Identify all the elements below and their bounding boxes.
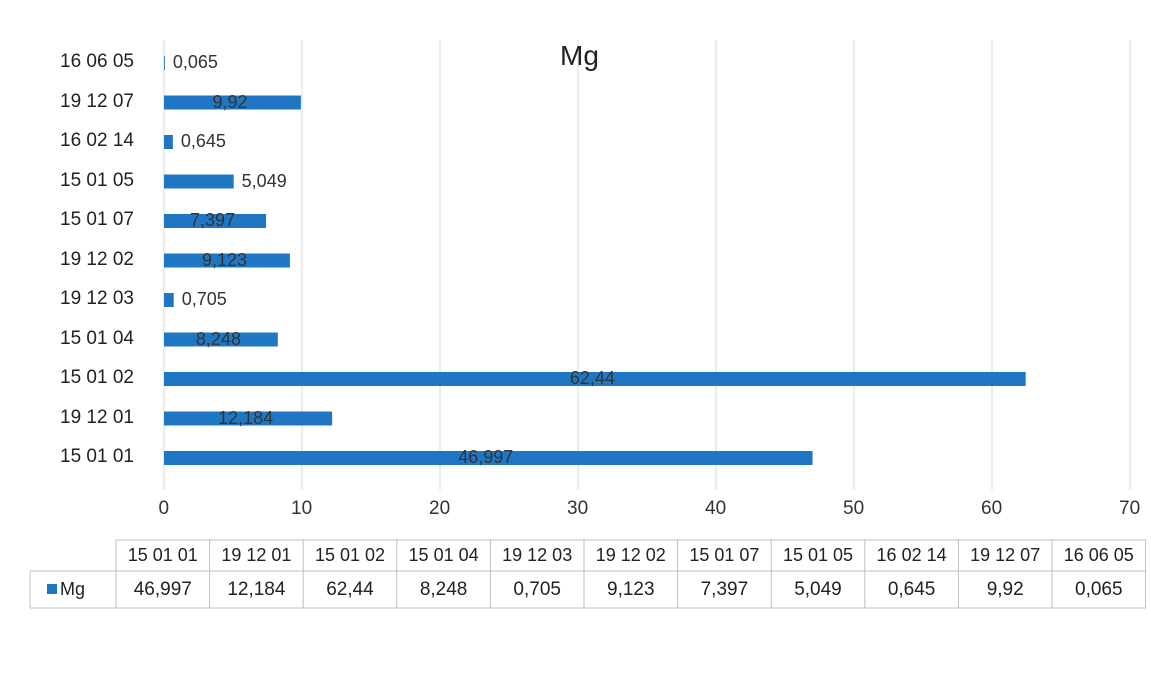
table-header-cell: 15 01 04: [408, 545, 479, 565]
data-label: 46,997: [458, 447, 514, 467]
bar-15-01-05: [164, 174, 234, 189]
y-category-label: 19 12 02: [60, 248, 134, 270]
x-tick-label-40: 40: [705, 498, 727, 519]
x-tick-label-60: 60: [981, 498, 1003, 519]
y-category-label: 15 01 01: [60, 446, 134, 467]
table-header-cell: 19 12 01: [221, 545, 292, 565]
data-label: 0,065: [172, 52, 218, 72]
x-tick-label-20: 20: [429, 498, 451, 519]
table-header-cell: 15 01 05: [782, 545, 854, 565]
data-label: 5,049: [241, 170, 287, 191]
bar-16-06-05: [164, 56, 165, 70]
bar-15-01-04: [164, 332, 278, 347]
table-header-cell: 15 01 07: [689, 545, 760, 565]
y-category-label: 15 01 02: [60, 367, 134, 388]
table-value-cell: 5,049: [794, 578, 842, 600]
table-value-cell: 9,123: [607, 578, 655, 600]
data-label: 9,92: [212, 91, 248, 112]
bar-15-01-02: [164, 372, 1026, 386]
legend-series-name: Mg: [60, 579, 86, 599]
x-tick-label-70: 70: [1119, 498, 1141, 519]
table-value-cell: 7,397: [700, 578, 749, 600]
y-category-label: 15 01 05: [60, 169, 134, 191]
table-value-cell: 0,645: [887, 578, 936, 600]
bar-16-02-14: [164, 135, 173, 149]
table-header-cell: 16 06 05: [1063, 545, 1134, 565]
chart-title: Mg: [560, 40, 599, 71]
y-category-label: 19 12 03: [60, 288, 134, 309]
table-header-cell: 19 12 02: [595, 545, 666, 565]
data-label: 8,248: [195, 328, 241, 349]
legend-key: [47, 584, 57, 594]
table-header-cell: 16 02 14: [876, 545, 947, 565]
data-label: 0,645: [180, 131, 226, 151]
table-header-cell: 19 12 03: [502, 545, 573, 565]
table-value-cell: 8,248: [419, 578, 468, 600]
table-value-cell: 0,065: [1075, 578, 1123, 600]
x-tick-label-10: 10: [291, 498, 313, 519]
data-label: 9,123: [201, 249, 247, 270]
y-category-label: 19 12 07: [60, 90, 134, 112]
y-category-label: 15 01 07: [60, 209, 134, 230]
table-header-cell: 19 12 07: [970, 545, 1041, 565]
data-label: 7,397: [190, 210, 236, 230]
data-label: 62,44: [569, 368, 615, 388]
table-header-cell: 15 01 02: [314, 545, 386, 565]
table-value-cell: 9,92: [986, 578, 1024, 600]
y-category-label: 15 01 04: [60, 327, 134, 349]
x-tick-label-50: 50: [843, 498, 865, 519]
data-label: 12,184: [218, 407, 274, 428]
data-label: 0,705: [181, 289, 227, 309]
table-header-cell: 15 01 01: [127, 545, 198, 565]
x-tick-label-30: 30: [567, 498, 589, 519]
y-category-label: 16 06 05: [60, 51, 134, 72]
x-tick-label-0: 0: [158, 498, 170, 519]
bar-19-12-02: [164, 253, 290, 268]
bar-15-01-01: [164, 451, 813, 465]
y-category-label: 16 02 14: [60, 130, 134, 151]
bar-19-12-07: [164, 95, 301, 110]
y-category-label: 19 12 01: [60, 406, 134, 428]
bar-15-01-07: [164, 214, 267, 228]
table-value-cell: 12,184: [227, 578, 286, 600]
table-value-cell: 0,705: [513, 578, 561, 600]
table-value-cell: 46,997: [133, 578, 192, 600]
bar-19-12-03: [164, 293, 174, 307]
table-value-cell: 62,44: [326, 578, 374, 600]
bar-19-12-01: [164, 411, 333, 426]
